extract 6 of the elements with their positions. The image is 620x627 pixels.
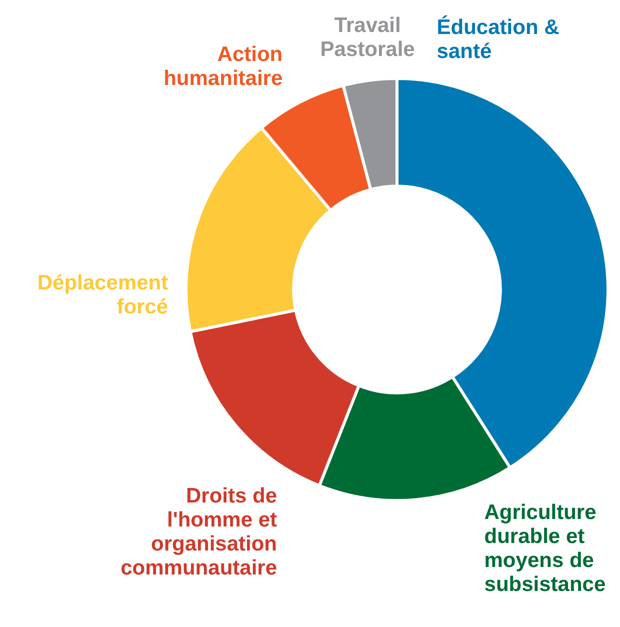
slice-label: Éducation & santé: [436, 14, 560, 63]
slice-label: Déplacement forcé: [37, 271, 168, 318]
slice-label: Action humanitaire: [164, 42, 283, 90]
slice-label: Agriculture durable et moyens de subsistance: [484, 501, 606, 596]
slice-label: Droits de l'homme et organisation communautaire: [120, 484, 278, 580]
slice-label: Travail Pastorale: [320, 14, 415, 62]
